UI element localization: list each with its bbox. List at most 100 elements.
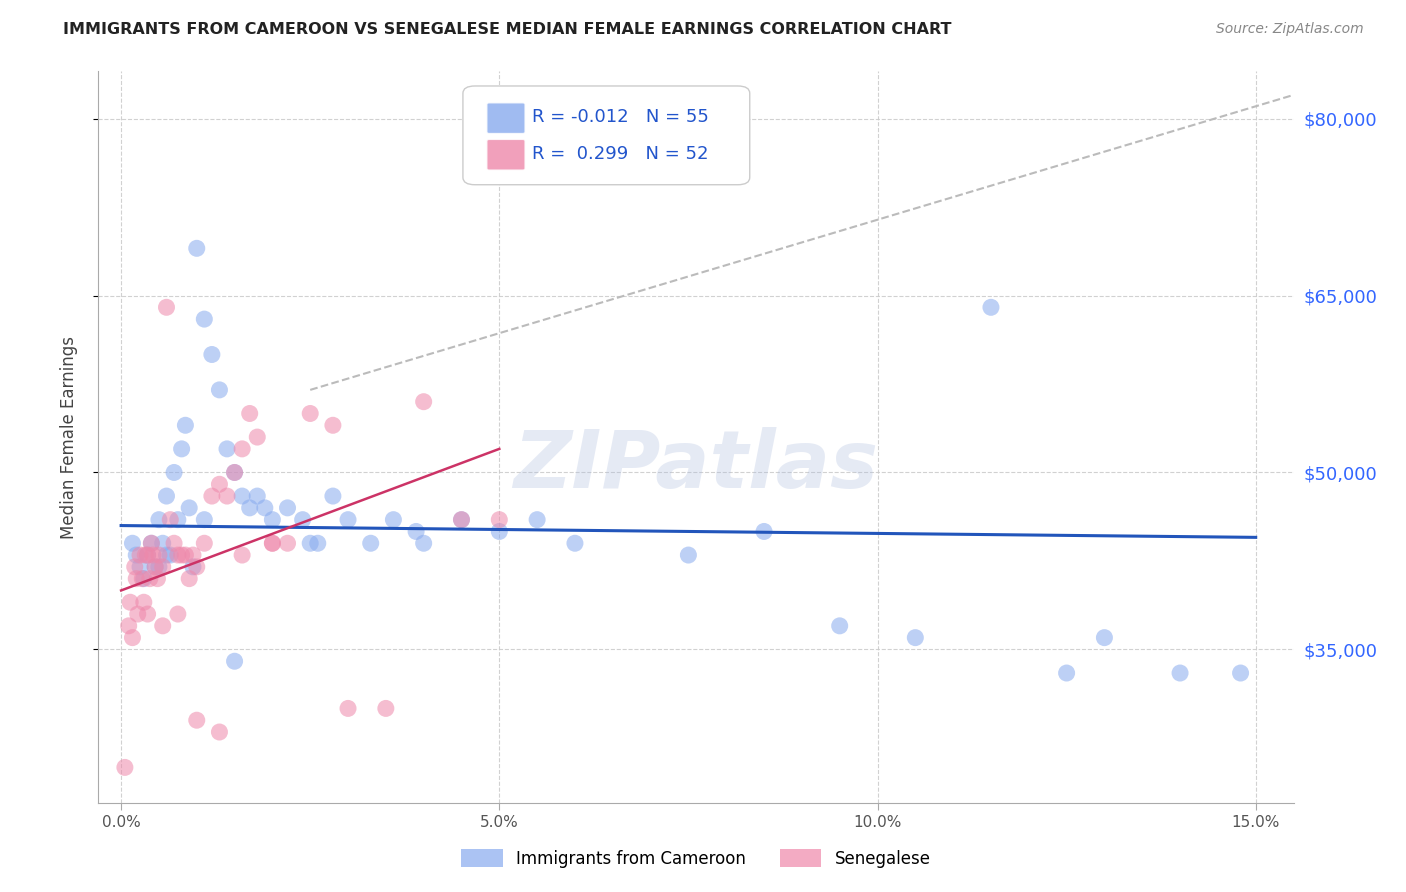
Point — [141, 536, 163, 550]
Point — [143, 559, 166, 574]
Point — [193, 513, 215, 527]
Text: IMMIGRANTS FROM CAMEROON VS SENEGALESE MEDIAN FEMALE EARNINGS CORRELATION CHART: IMMIGRANTS FROM CAMEROON VS SENEGALESE M… — [63, 22, 952, 37]
Point — [374, 701, 396, 715]
Point — [121, 631, 143, 645]
Point — [291, 513, 314, 527]
Point — [155, 301, 177, 315]
Legend: Immigrants from Cameroon, Senegalese: Immigrants from Cameroon, Senegalese — [461, 849, 931, 868]
Point — [262, 536, 284, 550]
Point — [450, 513, 472, 527]
Point — [904, 631, 927, 645]
Point — [152, 559, 174, 574]
Point — [564, 536, 586, 550]
Point — [186, 559, 208, 574]
Point — [322, 489, 344, 503]
Point — [276, 500, 298, 515]
Text: R = -0.012   N = 55: R = -0.012 N = 55 — [533, 109, 709, 127]
Point — [239, 407, 262, 421]
Point — [231, 548, 253, 562]
Point — [170, 548, 193, 562]
Point — [152, 536, 174, 550]
Point — [170, 442, 193, 456]
Point — [262, 536, 284, 550]
Point — [488, 524, 510, 539]
Point — [155, 489, 177, 503]
Point — [208, 477, 231, 491]
Point — [246, 430, 269, 444]
Point — [114, 760, 136, 774]
Point — [146, 572, 169, 586]
Point — [299, 536, 322, 550]
Point — [239, 500, 262, 515]
Point — [174, 548, 197, 562]
Point — [141, 536, 163, 550]
FancyBboxPatch shape — [486, 103, 524, 134]
Point — [253, 500, 276, 515]
Point — [1229, 666, 1251, 681]
Point — [125, 572, 148, 586]
Point — [148, 548, 170, 562]
Point — [142, 548, 165, 562]
Point — [262, 513, 284, 527]
Point — [276, 536, 298, 550]
Point — [678, 548, 700, 562]
Point — [752, 524, 775, 539]
Point — [136, 548, 159, 562]
Point — [121, 536, 143, 550]
Point — [405, 524, 427, 539]
Point — [526, 513, 548, 527]
Point — [382, 513, 405, 527]
Point — [125, 548, 148, 562]
Point — [179, 500, 201, 515]
Point — [450, 513, 472, 527]
Point — [174, 418, 197, 433]
Point — [488, 513, 510, 527]
Point — [322, 418, 344, 433]
Point — [224, 654, 246, 668]
Point — [231, 442, 253, 456]
Point — [224, 466, 246, 480]
Point — [181, 559, 204, 574]
Y-axis label: Median Female Earnings: Median Female Earnings — [59, 335, 77, 539]
Point — [143, 559, 166, 574]
Point — [186, 713, 208, 727]
Point — [980, 301, 1002, 315]
Point — [148, 559, 170, 574]
Point — [181, 548, 204, 562]
Point — [1094, 631, 1116, 645]
Point — [132, 572, 155, 586]
Point — [129, 559, 152, 574]
Text: Source: ZipAtlas.com: Source: ZipAtlas.com — [1216, 22, 1364, 37]
Point — [231, 489, 253, 503]
Point — [152, 619, 174, 633]
Point — [129, 548, 152, 562]
Point — [1168, 666, 1191, 681]
Point — [299, 407, 322, 421]
Point — [127, 607, 149, 621]
FancyBboxPatch shape — [463, 86, 749, 185]
Point — [412, 394, 434, 409]
Point — [215, 442, 238, 456]
Point — [246, 489, 269, 503]
Point — [201, 489, 224, 503]
Point — [163, 466, 186, 480]
Point — [120, 595, 142, 609]
Point — [166, 548, 188, 562]
Point — [201, 347, 224, 361]
Point — [131, 572, 153, 586]
Point — [828, 619, 851, 633]
Text: ZIPatlas: ZIPatlas — [513, 427, 879, 506]
Point — [139, 572, 162, 586]
Point — [307, 536, 329, 550]
Point — [159, 548, 181, 562]
Point — [224, 466, 246, 480]
Point — [360, 536, 382, 550]
Point — [193, 312, 215, 326]
Point — [337, 701, 360, 715]
Point — [193, 536, 215, 550]
Point — [208, 383, 231, 397]
Point — [132, 595, 155, 609]
Point — [1056, 666, 1078, 681]
Point — [148, 513, 170, 527]
Point — [337, 513, 360, 527]
